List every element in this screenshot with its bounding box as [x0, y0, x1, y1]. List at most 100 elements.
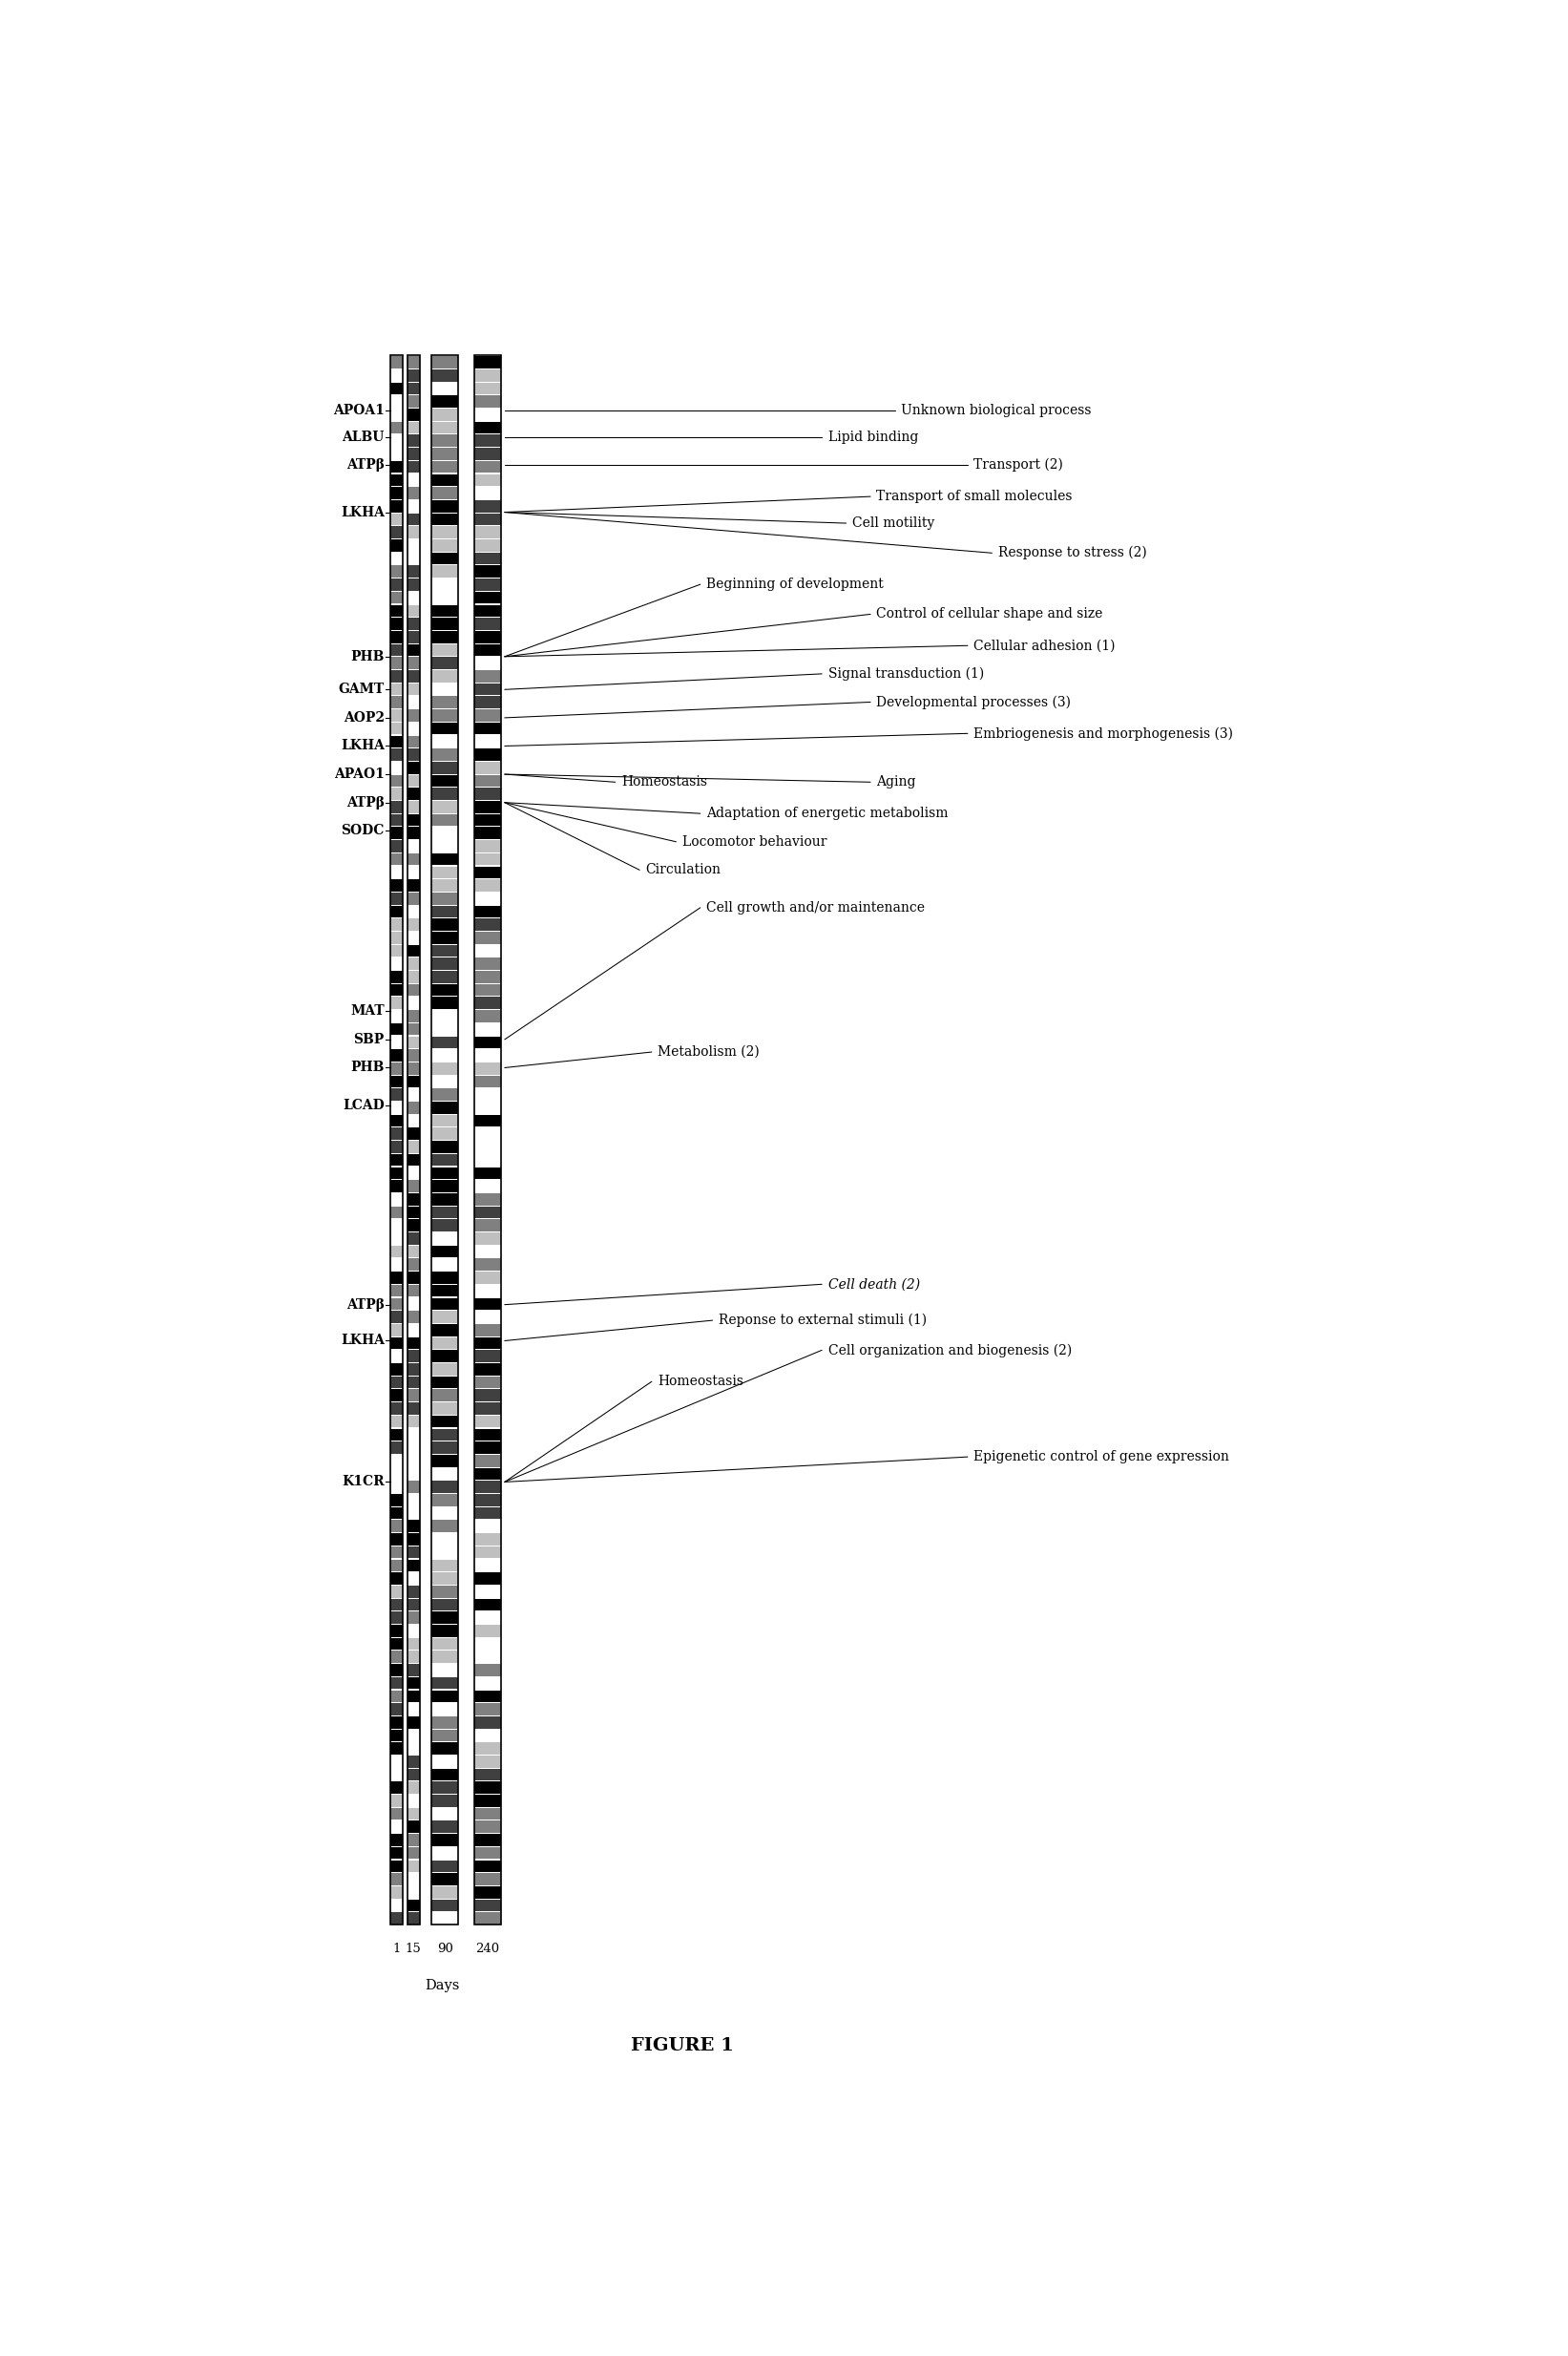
Bar — [474, 356, 502, 1925]
Bar — [408, 1416, 420, 1428]
Bar — [408, 1428, 420, 1440]
Bar — [390, 971, 403, 982]
Bar — [390, 1402, 403, 1414]
Bar — [390, 1023, 403, 1034]
Bar — [474, 1077, 502, 1088]
Text: Reponse to external stimuli (1): Reponse to external stimuli (1) — [718, 1315, 927, 1326]
Bar — [474, 488, 502, 499]
Bar — [408, 1258, 420, 1270]
Bar — [474, 1729, 502, 1741]
Bar — [474, 1847, 502, 1859]
Bar — [431, 1743, 458, 1755]
Bar — [431, 617, 458, 629]
Bar — [408, 971, 420, 982]
Bar — [431, 1103, 458, 1114]
Bar — [474, 1154, 502, 1166]
Bar — [474, 1220, 502, 1232]
Bar — [408, 1180, 420, 1192]
Bar — [390, 1416, 403, 1428]
Bar — [408, 1663, 420, 1675]
Bar — [408, 408, 420, 422]
Bar — [390, 815, 403, 827]
Bar — [431, 1376, 458, 1388]
Bar — [431, 1468, 458, 1480]
Bar — [408, 1364, 420, 1376]
Bar — [408, 841, 420, 853]
Bar — [431, 1729, 458, 1741]
Bar — [408, 1048, 420, 1063]
Bar — [408, 631, 420, 643]
Bar — [431, 396, 458, 408]
Bar — [431, 1206, 458, 1218]
Bar — [431, 1037, 458, 1048]
Bar — [474, 1140, 502, 1152]
Bar — [431, 1166, 458, 1178]
Bar — [431, 474, 458, 485]
Bar — [474, 787, 502, 801]
Bar — [431, 1626, 458, 1637]
Bar — [431, 554, 458, 565]
Bar — [431, 356, 458, 368]
Bar — [431, 1048, 458, 1063]
Bar — [390, 1821, 403, 1833]
Bar — [390, 1560, 403, 1571]
Bar — [431, 436, 458, 448]
Text: LCAD: LCAD — [342, 1098, 384, 1112]
Text: Circulation: Circulation — [646, 862, 721, 876]
Bar — [408, 436, 420, 448]
Bar — [390, 761, 403, 773]
Bar — [390, 1833, 403, 1847]
Text: Homeostasis: Homeostasis — [659, 1376, 743, 1388]
Bar — [474, 723, 502, 735]
Bar — [390, 488, 403, 499]
Bar — [431, 761, 458, 773]
Bar — [474, 879, 502, 891]
Text: Embriogenesis and morphogenesis (3): Embriogenesis and morphogenesis (3) — [974, 726, 1234, 740]
Bar — [474, 827, 502, 839]
Bar — [408, 1037, 420, 1048]
Bar — [431, 580, 458, 591]
Bar — [390, 697, 403, 709]
Bar — [474, 1508, 502, 1520]
Bar — [431, 1272, 458, 1284]
Bar — [474, 1743, 502, 1755]
Bar — [408, 499, 420, 511]
Bar — [408, 1338, 420, 1350]
Bar — [474, 919, 502, 931]
Bar — [431, 1298, 458, 1310]
Bar — [431, 1324, 458, 1336]
Text: Transport of small molecules: Transport of small molecules — [877, 490, 1073, 504]
Bar — [408, 1154, 420, 1166]
Bar — [408, 1637, 420, 1649]
Bar — [474, 1103, 502, 1114]
Bar — [431, 775, 458, 787]
Bar — [408, 1847, 420, 1859]
Text: LKHA: LKHA — [340, 507, 384, 518]
Bar — [474, 1428, 502, 1440]
Bar — [408, 525, 420, 540]
Bar — [431, 1861, 458, 1873]
Bar — [474, 1258, 502, 1270]
Bar — [431, 1560, 458, 1571]
Bar — [474, 1192, 502, 1206]
Bar — [431, 1180, 458, 1192]
Bar — [474, 709, 502, 721]
Bar — [431, 1338, 458, 1350]
Bar — [431, 657, 458, 669]
Bar — [408, 945, 420, 957]
Bar — [431, 1652, 458, 1663]
Bar — [431, 565, 458, 577]
Bar — [431, 1899, 458, 1911]
Bar — [474, 1861, 502, 1873]
Text: Cell organization and biogenesis (2): Cell organization and biogenesis (2) — [828, 1343, 1071, 1357]
Bar — [390, 1154, 403, 1166]
Bar — [390, 356, 403, 1925]
Bar — [431, 1140, 458, 1152]
Bar — [408, 617, 420, 629]
Bar — [408, 1077, 420, 1088]
Bar — [390, 1807, 403, 1819]
Bar — [474, 1795, 502, 1807]
Text: 90: 90 — [437, 1944, 453, 1955]
Bar — [390, 1520, 403, 1531]
Bar — [408, 554, 420, 565]
